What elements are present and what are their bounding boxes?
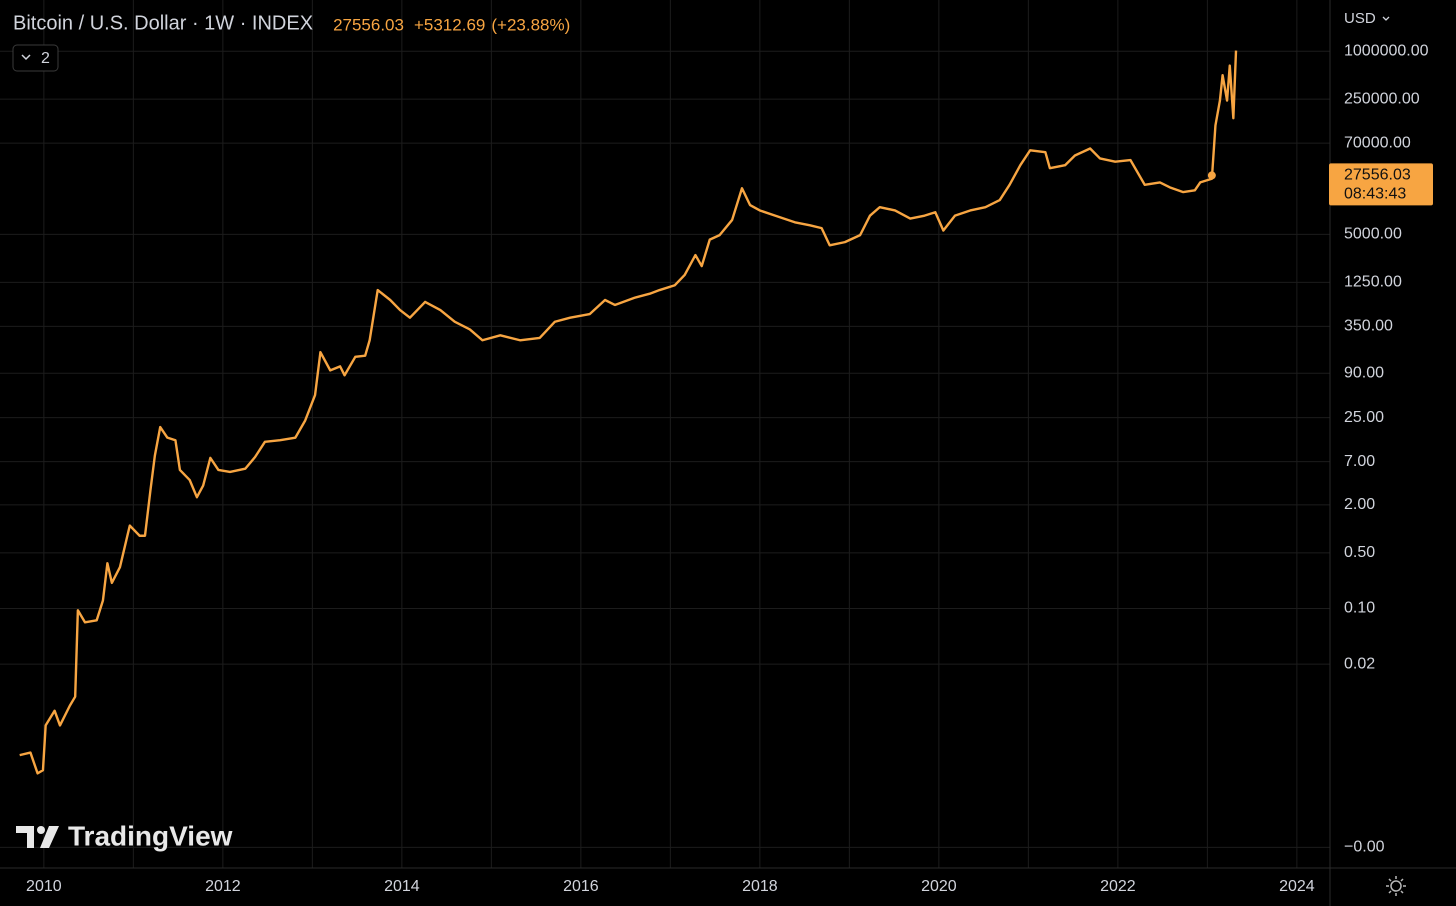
y-tick-label: −0.00 — [1344, 839, 1385, 856]
y-tick-label: 0.50 — [1344, 544, 1375, 561]
y-tick-label: 350.00 — [1344, 318, 1393, 335]
price-label-box — [1329, 163, 1433, 206]
currency[interactable]: USD — [1344, 10, 1376, 27]
sun-icon[interactable] — [1390, 880, 1402, 892]
last-price-marker — [1207, 171, 1216, 180]
logo-shape — [40, 826, 59, 848]
x-tick-label: 2010 — [26, 878, 62, 895]
settings-icon[interactable] — [1386, 876, 1406, 896]
y-tick-label: 5000.00 — [1344, 226, 1402, 243]
x-tick-label: 2024 — [1279, 878, 1315, 895]
labels: 2010 2012 2014 2016 2018 2020 2022 2024 1000000.… — [26, 42, 1433, 895]
price-countdown: 08:43:43 — [1344, 186, 1406, 203]
header-change-pct: (+23.88%) — [491, 15, 570, 34]
y-tick-label: 1000000.00 — [1344, 42, 1429, 59]
y-tick-label: 0.02 — [1344, 655, 1375, 672]
y-tick-label: 250000.00 — [1344, 90, 1420, 107]
currency-chevron — [1382, 16, 1390, 21]
y-tick-label: 70000.00 — [1344, 134, 1411, 151]
grid — [0, 0, 1330, 868]
chart-title: Bitcoin / U.S. Dollar · 1W · INDEX — [13, 12, 313, 34]
logo-dot — [37, 826, 45, 834]
x-tick-label: 2018 — [742, 878, 778, 895]
x-tick-label: 2012 — [205, 878, 241, 895]
y-tick-label: 2.00 — [1344, 496, 1375, 513]
indicator-toggle[interactable]: 2 — [12, 44, 59, 72]
indicator-count: 2 — [41, 50, 50, 67]
currency-selector[interactable]: USD — [1344, 10, 1390, 27]
y-tick-label: 90.00 — [1344, 365, 1384, 382]
y-tick-label: 0.10 — [1344, 600, 1375, 617]
x-tick-label: 2014 — [384, 878, 420, 895]
watermark-text: TradingView — [68, 820, 233, 851]
header-change: +5312.69 — [414, 15, 485, 34]
sun-rays — [1386, 876, 1406, 896]
y-tick-label: 1250.00 — [1344, 274, 1402, 291]
logo-shape — [16, 826, 34, 848]
y-tick-label: 25.00 — [1344, 409, 1384, 426]
price-line — [19, 50, 1238, 775]
toggle-chevron — [21, 54, 31, 61]
x-tick-label: 2020 — [921, 878, 957, 895]
x-tick-label: 2016 — [563, 878, 599, 895]
header-last-price: 27556.03 — [333, 15, 404, 34]
x-tick-label: 2022 — [1100, 878, 1136, 895]
price-label: 27556.03 — [1344, 167, 1411, 184]
y-tick-label: 7.00 — [1344, 453, 1375, 470]
watermark: TradingView — [16, 820, 233, 851]
marks — [19, 50, 1238, 775]
toggle-box[interactable] — [12, 44, 59, 72]
